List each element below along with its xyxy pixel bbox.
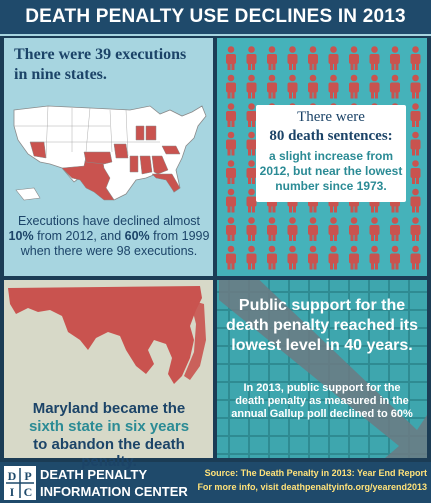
sentences-detail: a slight increase from 2012, but near th…: [259, 149, 403, 193]
person-icon: [226, 188, 236, 213]
person-icon: [369, 46, 380, 70]
person-icon: [328, 46, 339, 70]
person-icon: [308, 46, 318, 70]
person-icon: [369, 245, 380, 270]
alaska-shape: [15, 187, 41, 201]
maryland-text-1: Maryland became the: [32, 400, 186, 417]
executions-subheading: in nine states.: [14, 66, 107, 83]
person-icon: [246, 188, 257, 213]
person-icon: [246, 74, 257, 99]
person-icon: [369, 74, 380, 99]
person-icon: [308, 245, 318, 270]
mississippi-shape: [129, 155, 139, 173]
person-icon: [308, 74, 318, 99]
header-bar: [0, 0, 431, 36]
alabama-shape: [139, 155, 153, 175]
maryland-text-2: sixth state in six years: [28, 418, 190, 435]
person-icon: [349, 46, 359, 70]
us-map-icon: [13, 105, 207, 201]
person-icon: [410, 103, 421, 127]
person-icon: [267, 74, 277, 99]
person-icon: [369, 217, 380, 241]
person-icon: [246, 245, 257, 270]
georgia-shape: [151, 155, 169, 175]
person-icon: [226, 217, 236, 241]
declining-grid-graphic: [217, 280, 427, 458]
person-icon: [267, 217, 277, 241]
person-icon: [390, 74, 400, 99]
org-name-line2: INFORMATION CENTER: [40, 484, 188, 499]
sentences-count: 80 death sentences:: [269, 128, 393, 144]
dpic-logo: D P I C: [4, 466, 36, 500]
person-icon: [287, 46, 298, 70]
person-icon: [246, 103, 257, 127]
person-icon: [287, 217, 298, 241]
support-headline: Public support for the death penalty rea…: [225, 297, 419, 354]
logo-letter: C: [24, 485, 33, 499]
person-icon: [246, 217, 257, 241]
support-panel: [217, 280, 427, 458]
florida-shape: [151, 173, 181, 193]
person-icon: [349, 245, 359, 270]
gallup-detail: In 2013, public support for the death pe…: [231, 382, 413, 420]
person-icon: [287, 74, 298, 99]
executions-heading: There were 39 executions: [14, 46, 187, 63]
person-icon: [308, 217, 318, 241]
person-icon: [246, 46, 257, 70]
person-icon: [410, 245, 421, 270]
person-icon: [410, 188, 421, 213]
executions-decline-text: Executions have declined almost 10% from…: [8, 214, 210, 258]
maryland-text-3: to abandon the death penalty.: [33, 436, 185, 470]
source-text: Source: The Death Penalty in 2013: Year …: [204, 468, 427, 478]
ohio-shape: [145, 125, 157, 141]
logo-letter: I: [10, 485, 15, 499]
person-icon: [410, 217, 421, 241]
person-icon: [410, 131, 421, 156]
logo-letter: D: [8, 469, 17, 483]
person-icon: [390, 217, 400, 241]
person-icon: [246, 160, 257, 184]
sentences-intro: There were: [297, 109, 365, 125]
sentences-callout: [256, 105, 406, 202]
person-icon: [390, 46, 400, 70]
virginia-shape: [161, 145, 181, 155]
page-title: DEATH PENALTY USE DECLINES IN 2013: [25, 6, 406, 27]
person-icon: [267, 46, 277, 70]
maryland-map-icon: [8, 286, 206, 384]
person-icon: [226, 46, 236, 70]
person-icon: [246, 131, 257, 156]
person-icon: [328, 217, 339, 241]
person-icon: [328, 245, 339, 270]
person-icon: [226, 245, 236, 270]
person-icon: [410, 46, 421, 70]
footer-bar: [0, 462, 431, 503]
person-icon: [267, 245, 277, 270]
person-icon: [328, 74, 339, 99]
person-icon: [226, 74, 236, 99]
down-arrow-icon: [219, 280, 427, 458]
person-icon: [226, 160, 236, 184]
oklahoma-shape: [83, 151, 113, 165]
org-name-line1: DEATH PENALTY: [40, 467, 148, 482]
indiana-shape: [135, 125, 145, 141]
person-icon: [226, 103, 236, 127]
logo-letter: P: [24, 469, 31, 483]
person-icon: [287, 245, 298, 270]
missouri-shape: [113, 143, 129, 159]
person-icon: [349, 217, 359, 241]
person-icon: [390, 245, 400, 270]
person-icon: [410, 160, 421, 184]
more-info-link[interactable]: For more info, visit deathpenaltyinfo.or…: [197, 482, 427, 492]
person-icon: [349, 74, 359, 99]
person-icon: [410, 74, 421, 99]
person-icon: [226, 131, 236, 156]
